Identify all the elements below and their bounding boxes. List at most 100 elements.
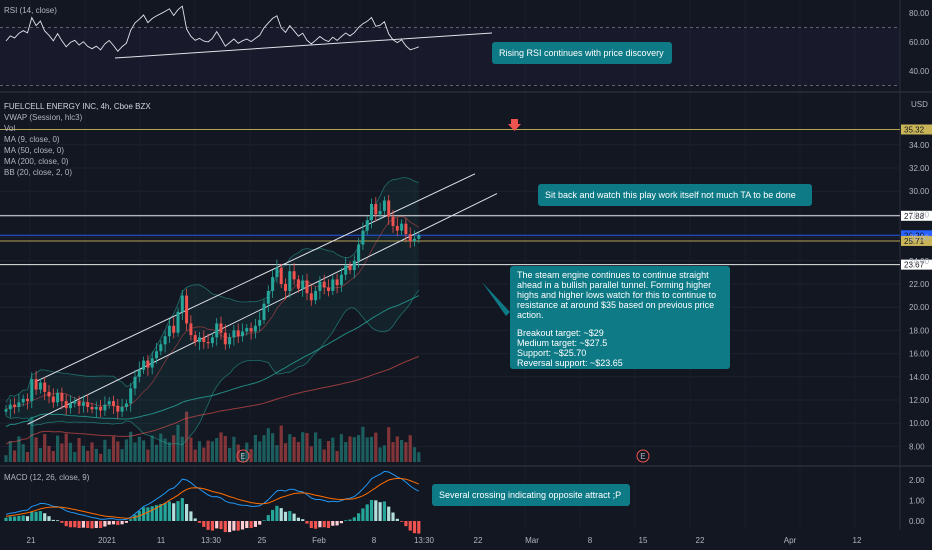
volume-bar [369,436,374,462]
candle-body [17,402,21,407]
candle-body [185,295,189,324]
candle-body [374,203,378,215]
macd-histogram-bar [357,513,361,521]
time-tick-label: 15 [639,536,648,545]
candle-body [155,351,158,359]
volume-bar [202,447,206,462]
candle-body [271,277,275,291]
annotation-sit-back[interactable]: Sit back and watch this play work itself… [538,184,812,206]
candle-body [142,360,146,370]
price-axis: 80.00 60.00 40.00 34.00 32.00 30.00 28.00 26.00… [909,9,930,526]
macd-histogram-bar [322,521,326,528]
ma200-line [5,356,419,445]
price-tick-label: 10.00 [909,419,930,428]
indicator-vol: Vol [4,124,16,133]
volume-bar [296,442,300,462]
candle-body [357,244,361,261]
annotation-steam-engine[interactable]: The steam engine continues to continue s… [510,266,730,369]
candle-body [60,393,64,402]
rsi-band-fill [0,27,900,86]
candle-body [361,230,365,245]
candle-body [378,210,382,215]
candle-body [116,405,120,412]
macd-histogram-bar [301,519,305,521]
macd-histogram-bar [365,504,369,521]
volume-bar [43,434,47,462]
time-tick-label: 13:30 [414,536,435,545]
volume-bar [51,451,55,462]
candle-body [56,393,60,403]
candle-body [279,267,283,284]
volume-bar [331,437,335,462]
candle-body [309,293,313,301]
candle-body [150,358,154,368]
candle-body [26,398,29,402]
annotation-rsi[interactable]: Rising RSI continues with price discover… [492,42,672,64]
time-tick-label: Mar [525,536,539,545]
volume-bar [116,441,120,462]
volume-bar [322,449,326,462]
volume-bar [185,411,189,462]
candle-body [275,267,279,278]
volume-bar [94,448,98,462]
candle-body [159,344,163,352]
volume-bar [314,432,318,462]
candle-body [344,265,348,275]
volume-bar [219,432,223,462]
volume-bar [258,441,262,462]
candle-body [382,200,386,211]
volume-bar [215,438,219,462]
candle-body [34,379,38,390]
candle-body [77,401,81,406]
time-tick-label: 8 [588,536,593,545]
macd-histogram-bar [73,521,77,528]
candle-body [133,376,137,389]
price-tick-label: 28.00 [909,210,930,219]
macd-histogram-bar [193,518,197,521]
candle-body [322,281,326,288]
candle-body [387,200,391,217]
rsi-tick-label: 60.00 [909,38,930,47]
volume-bar [107,449,111,462]
macd-histogram-bar [90,521,94,529]
candle-body [103,404,107,411]
bb-upper-line [5,177,419,403]
candle-body [370,203,373,221]
volume-bar [305,433,309,462]
price-tick-label: 20.00 [909,303,930,312]
level-tag [901,259,932,270]
candle-body [30,379,34,402]
volume-bar [271,433,275,462]
indicator-ma200: MA (200, close, 0) [4,157,69,166]
earnings-marker [236,449,250,463]
macd-histogram-bar [400,521,404,522]
volume-bar [120,449,124,462]
volume-bar [279,425,283,462]
macd-histogram-bar [262,520,266,522]
candlesticks [4,195,421,419]
candle-body [232,330,236,338]
price-tick-label: 22.00 [909,280,930,289]
volume-bar [228,448,232,462]
macd-histogram-bar [314,521,318,529]
annotation-macd[interactable]: Several crossing indicating opposite att… [432,484,630,506]
annotation-steam-text: The steam engine continues to continue s… [517,270,717,320]
volume-bar [301,432,305,462]
rsi-line [5,5,493,59]
macd-histogram-bar [240,521,245,530]
volume-bar [210,441,214,462]
candle-body [266,290,270,304]
candle-body [258,319,262,326]
macd-histogram-bar [228,521,232,533]
volume-bar [417,452,421,462]
volume-bar [391,442,395,462]
macd-histogram-bar [387,506,391,521]
macd-histogram-bar [219,521,223,530]
volume-bar [86,450,90,462]
macd-histogram-bar [34,511,38,521]
volume-bar [197,441,202,462]
volume-bar [253,435,257,462]
volume-bar [30,417,34,462]
volume-bar [172,435,176,462]
earnings-marker [636,449,650,463]
